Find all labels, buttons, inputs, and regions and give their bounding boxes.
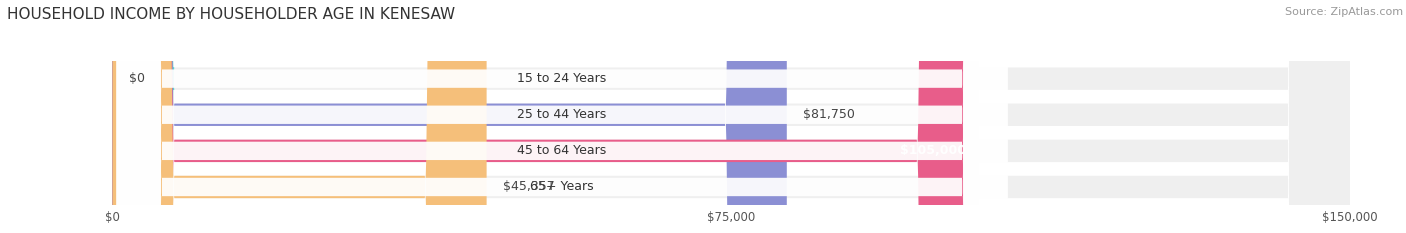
Text: 25 to 44 Years: 25 to 44 Years	[517, 108, 606, 121]
Text: $105,000: $105,000	[900, 144, 966, 157]
FancyBboxPatch shape	[112, 0, 787, 233]
Text: 45 to 64 Years: 45 to 64 Years	[517, 144, 606, 157]
FancyBboxPatch shape	[112, 0, 486, 233]
FancyBboxPatch shape	[117, 0, 1008, 233]
FancyBboxPatch shape	[112, 0, 1350, 233]
Text: $81,750: $81,750	[803, 108, 855, 121]
FancyBboxPatch shape	[112, 0, 1350, 233]
FancyBboxPatch shape	[117, 0, 1008, 233]
FancyBboxPatch shape	[112, 0, 1350, 233]
Text: Source: ZipAtlas.com: Source: ZipAtlas.com	[1285, 7, 1403, 17]
FancyBboxPatch shape	[117, 0, 1008, 233]
FancyBboxPatch shape	[63, 0, 174, 233]
FancyBboxPatch shape	[117, 0, 1008, 233]
Text: $0: $0	[129, 72, 145, 85]
FancyBboxPatch shape	[112, 0, 1350, 233]
Text: 15 to 24 Years: 15 to 24 Years	[517, 72, 606, 85]
FancyBboxPatch shape	[112, 0, 979, 233]
Text: $45,357: $45,357	[503, 181, 555, 193]
Text: HOUSEHOLD INCOME BY HOUSEHOLDER AGE IN KENESAW: HOUSEHOLD INCOME BY HOUSEHOLDER AGE IN K…	[7, 7, 456, 22]
Text: 65+ Years: 65+ Years	[530, 181, 593, 193]
